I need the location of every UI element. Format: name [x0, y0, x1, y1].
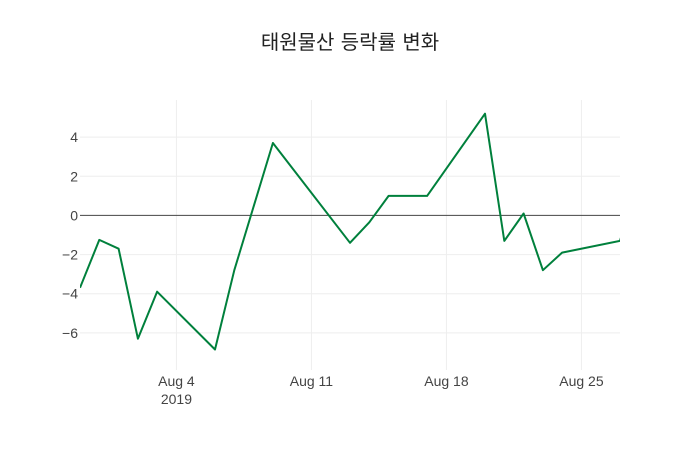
- x-year-label: 2019: [161, 391, 192, 407]
- chart-title: 태원물산 등락률 변화: [261, 30, 439, 54]
- y-tick-label: 0: [70, 207, 78, 223]
- gridlines: [80, 100, 620, 370]
- y-tick-label: 4: [70, 129, 78, 145]
- y-tick-label: −4: [62, 286, 78, 302]
- series-layer: [80, 112, 620, 351]
- y-tick-label: −6: [62, 325, 78, 341]
- x-tick-label: Aug 4: [158, 373, 195, 389]
- y-tick-label: 2: [70, 168, 78, 184]
- series-line: [80, 112, 620, 351]
- x-tick-label: Aug 18: [424, 373, 469, 389]
- y-tick-label: −2: [62, 247, 78, 263]
- y-axis-ticks: −6 −4 −2 0 2 4: [62, 129, 78, 341]
- x-axis-ticks: Aug 4 Aug 11 Aug 18 Aug 25 2019: [158, 373, 604, 407]
- x-tick-label: Aug 25: [559, 373, 604, 389]
- x-tick-label: Aug 11: [290, 373, 334, 389]
